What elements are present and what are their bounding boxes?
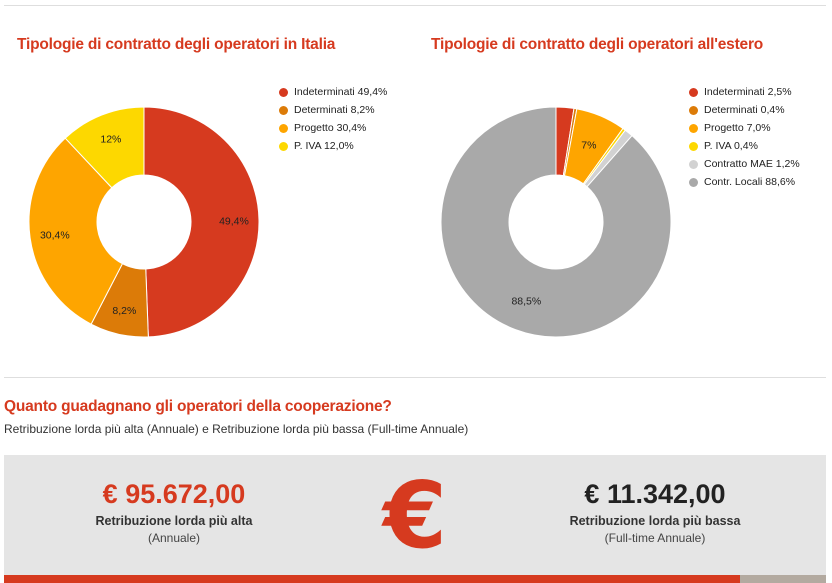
legend-item-p-iva[interactable]: P. IVA 12,0% (279, 137, 387, 155)
legend-item-determinati[interactable]: Determinati 0,4% (689, 101, 800, 119)
slice-contr-locali (440, 106, 672, 338)
slice-progetto (28, 137, 124, 325)
earnings-title: Quanto guadagnano gli operatori della co… (4, 398, 392, 415)
slice-indeterminati (143, 106, 260, 338)
accent-bar-red (4, 575, 740, 583)
chart-abroad-title: Tipologie di contratto degli operatori a… (431, 36, 764, 53)
data-label-determinati: 8,2% (112, 305, 136, 317)
euro-icon: € (382, 461, 447, 569)
chart-abroad-legend: Indeterminati 2,5% Determinati 0,4% Proget… (689, 83, 800, 191)
data-label-progetto: 7% (581, 140, 596, 152)
chart-abroad-donut: 7% 88,5% (440, 106, 672, 338)
legend-dot-icon (689, 177, 698, 187)
chart-italy-legend: Indeterminati 49,4% Determinati 8,2% Proge… (279, 83, 387, 155)
legend-item-p-iva[interactable]: P. IVA 0,4% (689, 137, 800, 155)
stat-high-label: Retribuzione lorda più alta (95, 514, 253, 528)
legend-dot-icon (689, 105, 698, 115)
earnings-panel (4, 455, 826, 576)
stat-high-amount: € 95.672,00 (102, 479, 246, 509)
chart-italy-donut: 49,4% 8,2% 30,4% 12% (28, 106, 260, 338)
legend-item-progetto[interactable]: Progetto 30,4% (279, 119, 387, 137)
legend-dot-icon (279, 105, 288, 115)
legend-label: Indeterminati 2,5% (704, 86, 792, 98)
legend-dot-icon (279, 123, 288, 133)
data-label-p-iva: 12% (100, 133, 121, 145)
legend-dot-icon (279, 87, 288, 97)
legend-item-indeterminati[interactable]: Indeterminati 49,4% (279, 83, 387, 101)
legend-label: Indeterminati 49,4% (294, 86, 388, 98)
stat-low-note: (Full-time Annuale) (604, 531, 706, 545)
legend-label: Determinati 8,2% (294, 104, 375, 116)
top-divider (4, 5, 826, 6)
legend-label: Progetto 30,4% (294, 122, 367, 134)
legend-item-determinati[interactable]: Determinati 8,2% (279, 101, 387, 119)
legend-label: Contr. Locali 88,6% (704, 176, 796, 188)
legend-label: Contratto MAE 1,2% (704, 158, 800, 170)
legend-label: P. IVA 12,0% (294, 140, 354, 152)
data-label-indeterminati: 49,4% (219, 215, 249, 227)
legend-label: Determinati 0,4% (704, 104, 785, 116)
legend-dot-icon (689, 123, 698, 133)
stat-low-amount: € 11.342,00 (584, 479, 726, 509)
legend-item-contr-locali[interactable]: Contr. Locali 88,6% (689, 173, 800, 191)
stat-low: € 11.342,00 Retribuzione lorda più bassa… (525, 478, 785, 545)
legend-item-progetto[interactable]: Progetto 7,0% (689, 119, 800, 137)
legend-item-indeterminati[interactable]: Indeterminati 2,5% (689, 83, 800, 101)
legend-dot-icon (689, 87, 698, 97)
stat-high-note: (Annuale) (147, 531, 201, 545)
legend-dot-icon (689, 141, 698, 151)
accent-bar-grey (740, 575, 826, 583)
earnings-subtitle: Retribuzione lorda più alta (Annuale) e … (4, 422, 469, 436)
legend-label: P. IVA 0,4% (704, 140, 758, 152)
stat-high: € 95.672,00 Retribuzione lorda più alta … (44, 478, 304, 545)
legend-item-contratto-mae[interactable]: Contratto MAE 1,2% (689, 155, 800, 173)
section-divider (4, 377, 826, 378)
chart-italy-title: Tipologie di contratto degli operatori i… (17, 36, 336, 53)
data-label-progetto: 30,4% (40, 229, 70, 241)
data-label-contr-locali: 88,5% (511, 296, 541, 308)
slice-p-iva (64, 106, 145, 189)
legend-label: Progetto 7,0% (704, 122, 771, 134)
stat-low-label: Retribuzione lorda più bassa (569, 514, 741, 528)
legend-dot-icon (279, 141, 288, 151)
legend-dot-icon (689, 159, 698, 169)
